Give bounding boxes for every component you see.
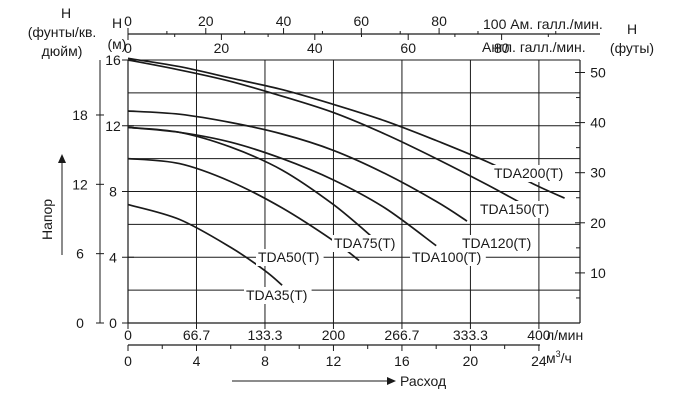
meters-axis-title-line1: H xyxy=(112,15,122,31)
m3h-unit-main: м xyxy=(546,350,556,366)
feet-tick-label: 40 xyxy=(590,115,606,131)
us-gpm-tick-label: 0 xyxy=(124,13,132,29)
uk-gpm-axis-title: Англ. галл./мин. xyxy=(482,39,586,55)
us-gpm-axis-title: 100 Ам. галл./мин. xyxy=(483,16,603,32)
curve-tda150-t xyxy=(127,59,540,214)
m3h-tick-label: 4 xyxy=(193,353,201,369)
feet-axis-title-line2: (футы) xyxy=(610,40,654,56)
feet-axis-title-line1: H xyxy=(627,21,637,37)
head-arrow-label: Напор xyxy=(39,199,55,240)
m3h-unit-sup: 3 xyxy=(556,349,561,359)
psi-axis-title-line2: (фунты/кв. xyxy=(28,24,97,40)
m3h-tick-label: 8 xyxy=(261,353,269,369)
m3h-unit-tail: /ч xyxy=(561,350,572,366)
curve-label-tda50-t: TDA50(T) xyxy=(258,249,319,265)
grid xyxy=(128,59,580,323)
meters-tick-label: 4 xyxy=(109,249,117,265)
curve-label-bg-tda50-t xyxy=(256,249,324,266)
curve-label-bg-tda150-t xyxy=(478,201,554,218)
us-gpm-tick-label: 80 xyxy=(431,13,447,29)
curve-label-tda200-t: TDA200(T) xyxy=(494,165,563,181)
meters-tick-label: 8 xyxy=(109,184,117,200)
curve-label-bg-tda100-t xyxy=(410,249,486,266)
curve-label-bg-tda35-t xyxy=(244,287,312,304)
psi-tick-label: 0 xyxy=(76,315,84,331)
uk-gpm-tick-label: 40 xyxy=(307,40,323,56)
curve-label-tda150-t: TDA150(T) xyxy=(480,201,549,217)
m3h-tick-label: 20 xyxy=(463,353,479,369)
feet-tick-label: 20 xyxy=(590,215,606,231)
lpm-tick-label: 400 xyxy=(527,327,551,343)
curve-label-bg-tda120-t xyxy=(460,235,536,252)
us-gpm-tick-label: 20 xyxy=(198,13,214,29)
lpm-tick-label: 66.7 xyxy=(183,327,210,343)
lpm-tick-label: 133.3 xyxy=(247,327,282,343)
lpm-tick-label: 200 xyxy=(322,327,346,343)
lpm-tick-label: 333.3 xyxy=(453,327,488,343)
psi-tick-label: 6 xyxy=(76,246,84,262)
us-gpm-tick-label: 40 xyxy=(276,13,292,29)
head-arrow-head xyxy=(58,154,66,163)
m3h-tick-label: 12 xyxy=(326,353,342,369)
curve-tda35-t xyxy=(127,203,283,286)
tick-marks xyxy=(96,28,585,351)
lpm-tick-label: 0 xyxy=(124,327,132,343)
curve-tda120-t xyxy=(127,110,468,222)
curve-label-tda75-t: TDA75(T) xyxy=(334,235,395,251)
curve-label-bg-tda200-t xyxy=(492,165,568,182)
lpm-axis-title: л/мин xyxy=(546,327,583,343)
flow-arrow-head xyxy=(387,377,396,385)
curve-labels: TDA35(T) TDA50(T) TDA75(T) TDA100(T)TDA120(… xyxy=(244,165,568,304)
curve-tda100-t xyxy=(127,126,437,247)
uk-gpm-tick-label: 20 xyxy=(214,40,230,56)
psi-axis-title-line3: дюйм) xyxy=(42,43,83,59)
meters-tick-label: 12 xyxy=(105,118,121,134)
us-gpm-tick-label: 60 xyxy=(354,13,370,29)
m3h-tick-label: 24 xyxy=(531,353,547,369)
curve-label-tda120-t: TDA120(T) xyxy=(462,235,531,251)
m3h-tick-label: 0 xyxy=(124,353,132,369)
meters-tick-label: 16 xyxy=(105,52,121,68)
curve-label-tda35-t: TDA35(T) xyxy=(246,287,307,303)
curve-tda50-t xyxy=(127,157,360,262)
feet-tick-label: 50 xyxy=(590,64,606,80)
meters-tick-label: 0 xyxy=(109,315,117,331)
uk-gpm-tick-label: 0 xyxy=(124,40,132,56)
m3h-tick-label: 16 xyxy=(394,353,410,369)
lpm-tick-label: 266.7 xyxy=(384,327,419,343)
psi-tick-label: 18 xyxy=(72,107,88,123)
psi-tick-label: 12 xyxy=(72,176,88,192)
flow-arrow-label: Расход xyxy=(400,373,446,389)
curve-label-tda100-t: TDA100(T) xyxy=(412,249,481,265)
feet-tick-label: 10 xyxy=(590,265,606,281)
psi-axis-title-line1: H xyxy=(61,5,71,21)
curve-label-bg-tda75-t xyxy=(332,235,400,252)
meters-axis-title-line2: (м) xyxy=(108,36,127,52)
uk-gpm-tick-label: 60 xyxy=(400,40,416,56)
uk-gpm-tick-label: 80 xyxy=(494,40,510,56)
curve-tda75-t xyxy=(127,126,378,242)
m3h-axis-title: м3/ч xyxy=(546,349,572,366)
feet-tick-label: 30 xyxy=(590,165,606,181)
curves xyxy=(127,57,565,286)
